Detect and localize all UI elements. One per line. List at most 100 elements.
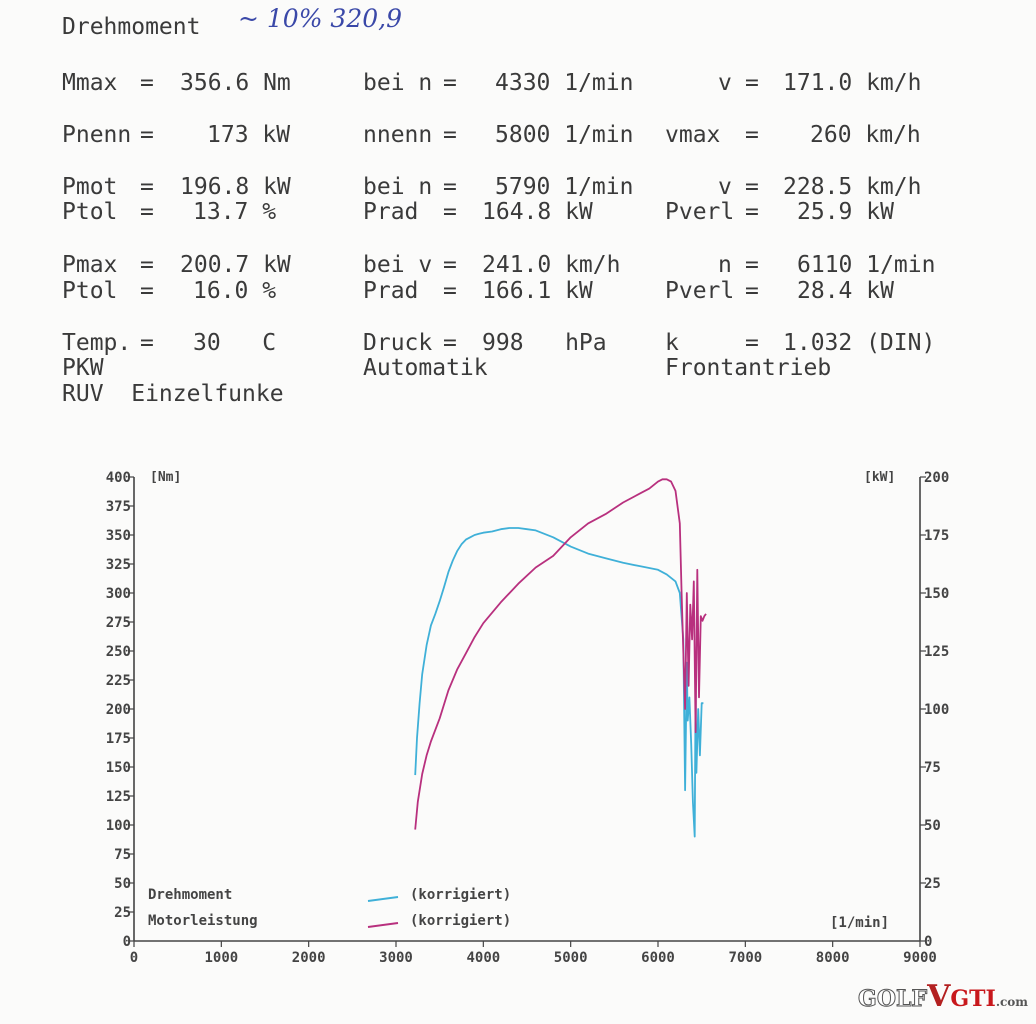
eq-sign: = bbox=[745, 70, 759, 96]
ruv-label: RUV Einzelfunke bbox=[62, 381, 284, 407]
pmot-label: Pmot bbox=[62, 174, 118, 200]
v2-label: v bbox=[718, 174, 732, 200]
bei-n-value: 4330 1/min bbox=[495, 70, 634, 96]
left-axis-unit: [Nm] bbox=[150, 470, 181, 485]
right-axis-unit: [kW] bbox=[864, 470, 895, 485]
logo-part-gti: GTI bbox=[950, 986, 996, 1012]
x-tick-label: 9000 bbox=[903, 950, 937, 966]
x-tick-label: 8000 bbox=[816, 950, 850, 966]
pverl2-label: Pverl bbox=[665, 278, 735, 304]
prad-label: Prad bbox=[363, 199, 419, 225]
x-axis-unit: [1/min] bbox=[830, 915, 889, 931]
eq-sign: = bbox=[443, 199, 457, 225]
y-left-tick-label: 250 bbox=[106, 644, 131, 660]
handwritten-note: ~ 10% 320,9 bbox=[238, 4, 402, 33]
k-value: 1.032 (DIN) bbox=[783, 330, 936, 356]
y-right-tick-label: 200 bbox=[924, 470, 949, 486]
y-left-tick-label: 25 bbox=[114, 905, 131, 921]
x-tick-label: 2000 bbox=[292, 950, 326, 966]
y-right-tick-label: 0 bbox=[924, 934, 932, 950]
bei-v-label: bei v bbox=[363, 252, 433, 278]
druck-label: Druck bbox=[363, 330, 433, 356]
y-left-tick-label: 0 bbox=[123, 934, 131, 950]
eq-sign: = bbox=[745, 252, 759, 278]
x-tick-label: 4000 bbox=[466, 950, 500, 966]
y-right-tick-label: 125 bbox=[924, 644, 949, 660]
eq-sign: = bbox=[443, 122, 457, 148]
y-left-tick-label: 175 bbox=[106, 731, 131, 747]
y-left-tick-label: 100 bbox=[106, 818, 131, 834]
eq-sign: = bbox=[745, 174, 759, 200]
logo-part-com: .com bbox=[995, 995, 1028, 1009]
temp-value: 30 C bbox=[193, 330, 277, 356]
v2-value: 228.5 km/h bbox=[783, 174, 922, 200]
legend-name: Motorleistung bbox=[148, 913, 258, 929]
pmot-value: 196.8 kW bbox=[180, 174, 291, 200]
y-left-tick-label: 300 bbox=[106, 586, 131, 602]
temp-label: Temp. bbox=[62, 330, 132, 356]
y-left-tick-label: 350 bbox=[106, 528, 131, 544]
y-right-tick-label: 50 bbox=[924, 818, 941, 834]
frontantrieb-label: Frontantrieb bbox=[665, 355, 832, 381]
eq-sign: = bbox=[443, 278, 457, 304]
eq-sign: = bbox=[745, 330, 759, 356]
eq-sign: = bbox=[140, 252, 154, 278]
y-left-tick-label: 375 bbox=[106, 499, 131, 515]
automatik-label: Automatik bbox=[363, 355, 488, 381]
bei-n2-label: bei n bbox=[363, 174, 433, 200]
n-label: n bbox=[718, 252, 732, 278]
pnenn-value: 173 kW bbox=[207, 122, 291, 148]
legend-name: Drehmoment bbox=[148, 887, 232, 903]
dyno-chart: 0 1000 2000 3000 4000 5000 6000 7000 8000 9000025… bbox=[106, 470, 950, 966]
eq-sign: = bbox=[443, 330, 457, 356]
eq-sign: = bbox=[140, 174, 154, 200]
x-tick-label: 7000 bbox=[728, 950, 762, 966]
legend-swatch bbox=[367, 896, 399, 902]
ptol2-value: 16.0 % bbox=[193, 278, 277, 304]
page-title: Drehmoment bbox=[62, 14, 201, 40]
mmax-value: 356.6 Nm bbox=[180, 70, 291, 96]
y-left-tick-label: 325 bbox=[106, 557, 131, 573]
series-line-motorleistung bbox=[414, 478, 707, 830]
x-tick-label: 3000 bbox=[379, 950, 413, 966]
y-left-tick-label: 275 bbox=[106, 615, 131, 631]
ptol-label: Ptol bbox=[62, 199, 118, 225]
bei-v-value: 241.0 km/h bbox=[482, 252, 621, 278]
x-tick-label: 0 bbox=[130, 950, 138, 966]
eq-sign: = bbox=[443, 252, 457, 278]
y-left-tick-label: 225 bbox=[106, 673, 131, 689]
druck-value: 998 hPa bbox=[482, 330, 607, 356]
x-tick-label: 5000 bbox=[554, 950, 588, 966]
eq-sign: = bbox=[443, 70, 457, 96]
y-left-tick-label: 125 bbox=[106, 789, 131, 805]
y-right-tick-label: 150 bbox=[924, 586, 949, 602]
pverl2-value: 28.4 kW bbox=[797, 278, 894, 304]
bei-n2-value: 5790 1/min bbox=[495, 174, 634, 200]
eq-sign: = bbox=[443, 174, 457, 200]
eq-sign: = bbox=[140, 70, 154, 96]
ptol2-label: Ptol bbox=[62, 278, 118, 304]
eq-sign: = bbox=[140, 122, 154, 148]
series-line-drehmoment bbox=[414, 527, 704, 838]
golfvgti-logo: GOLFVGTI.com bbox=[858, 979, 1028, 1014]
v-value: 171.0 km/h bbox=[783, 70, 922, 96]
y-left-tick-label: 150 bbox=[106, 760, 131, 776]
legend-note: (korrigiert) bbox=[410, 913, 511, 929]
nnenn-value: 5800 1/min bbox=[495, 122, 634, 148]
legend-swatch bbox=[367, 922, 399, 928]
eq-sign: = bbox=[745, 278, 759, 304]
pmax-value: 200.7 kW bbox=[180, 252, 291, 278]
prad-value: 164.8 kW bbox=[482, 199, 593, 225]
logo-part-v: V bbox=[927, 979, 951, 1014]
y-left-tick-label: 200 bbox=[106, 702, 131, 718]
y-right-tick-label: 25 bbox=[924, 876, 941, 892]
mmax-label: Mmax bbox=[62, 70, 118, 96]
eq-sign: = bbox=[140, 278, 154, 304]
bei-n-label: bei n bbox=[363, 70, 433, 96]
y-left-tick-label: 75 bbox=[114, 847, 131, 863]
pverl-label: Pverl bbox=[665, 199, 735, 225]
pverl-value: 25.9 kW bbox=[797, 199, 894, 225]
prad2-value: 166.1 kW bbox=[482, 278, 593, 304]
n-value: 6110 1/min bbox=[797, 252, 936, 278]
y-right-tick-label: 75 bbox=[924, 760, 941, 776]
